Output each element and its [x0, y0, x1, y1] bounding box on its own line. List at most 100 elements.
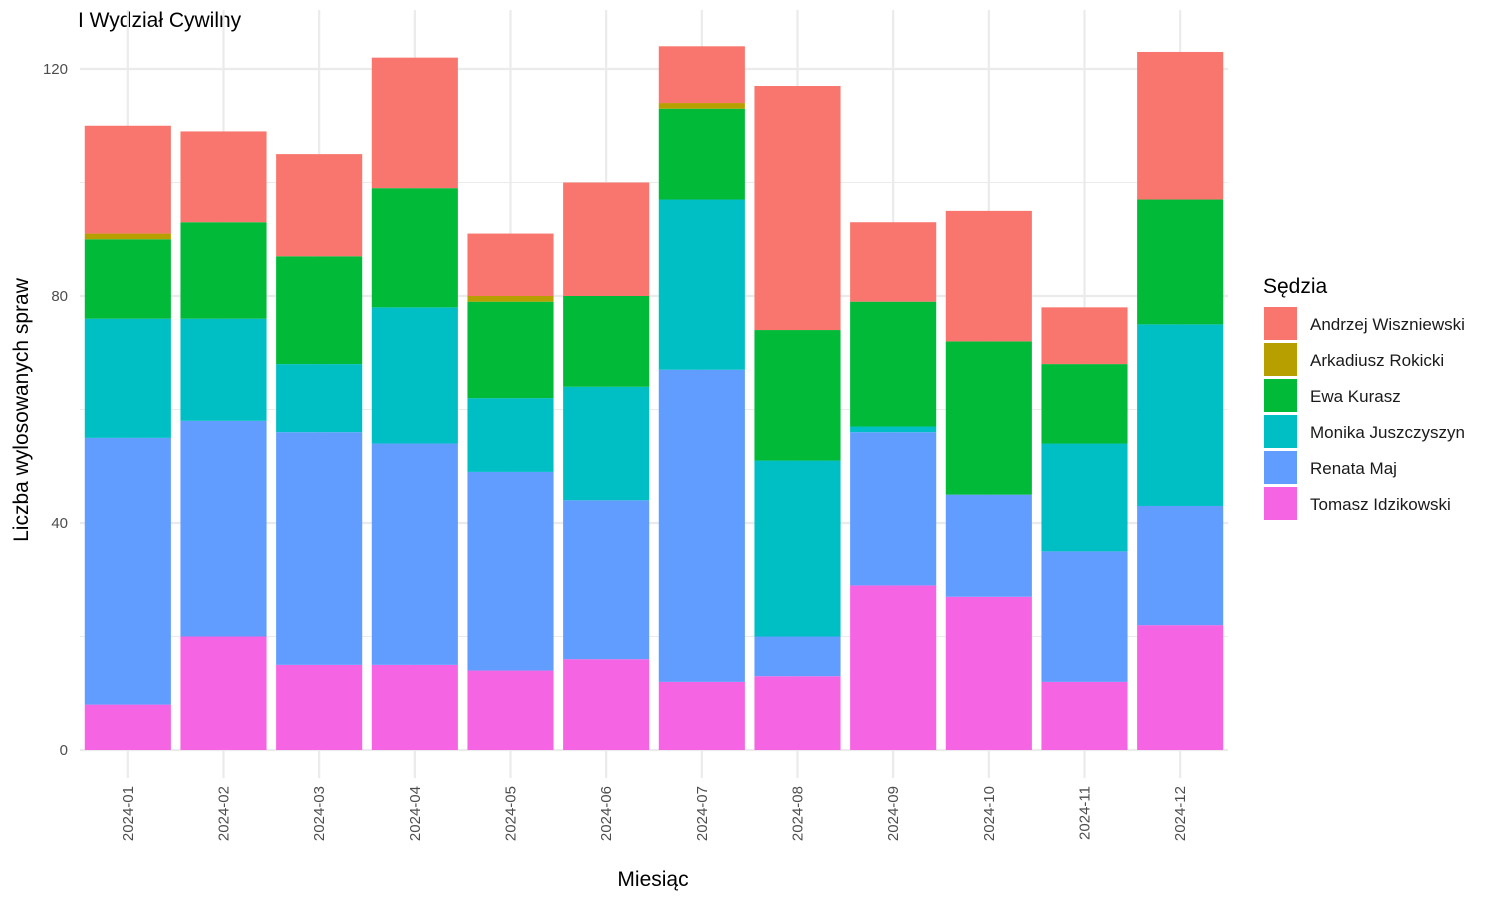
bar-stack-2024-04	[371, 57, 458, 750]
bar-renata-maj-2024-06	[563, 500, 650, 660]
bar-andrzej-wiszniewski-2024-01	[84, 125, 171, 234]
bar-andrzej-wiszniewski-2024-07	[658, 46, 745, 104]
bar-stack-2024-03	[276, 154, 363, 750]
x-axis-ticks: 2024-01 2024-02 2024-03 2024-04 2024-05 2024-…	[120, 786, 1189, 841]
bar-tomasz-idzikowski-2024-09	[850, 585, 937, 750]
x-tick-label: 2024-04	[407, 786, 424, 841]
bar-andrzej-wiszniewski-2024-05	[467, 233, 554, 296]
bar-renata-maj-2024-04	[371, 443, 458, 665]
bar-monika-juszczyszyn-2024-05	[467, 398, 554, 472]
legend-key-arkadiusz-rokicki	[1264, 343, 1297, 376]
bar-ewa-kurasz-2024-06	[563, 296, 650, 387]
bar-stack-2024-06	[563, 182, 650, 750]
legend-key-renata-maj	[1264, 451, 1297, 484]
x-tick-label: 2024-05	[503, 786, 520, 841]
chart-title: I Wydział Cywilny	[78, 9, 242, 32]
bar-monika-juszczyszyn-2024-08	[754, 460, 841, 637]
bar-arkadiusz-rokicki-2024-01	[84, 233, 171, 240]
legend-key-tomasz-idzikowski	[1264, 487, 1297, 520]
bar-renata-maj-2024-09	[850, 432, 937, 586]
bar-monika-juszczyszyn-2024-06	[563, 386, 650, 501]
legend-label-renata-maj: Renata Maj	[1310, 459, 1397, 478]
legend: Andrzej Wiszniewski Arkadiusz Rokicki Ewa …	[1264, 307, 1465, 520]
bar-andrzej-wiszniewski-2024-04	[371, 57, 458, 189]
bar-tomasz-idzikowski-2024-01	[84, 704, 171, 750]
bar-ewa-kurasz-2024-11	[1041, 364, 1128, 444]
bar-ewa-kurasz-2024-12	[1137, 199, 1224, 325]
bar-ewa-kurasz-2024-04	[371, 188, 458, 308]
y-tick-label: 80	[51, 288, 68, 305]
bar-ewa-kurasz-2024-08	[754, 330, 841, 461]
legend-label-arkadiusz-rokicki: Arkadiusz Rokicki	[1310, 351, 1444, 370]
bar-ewa-kurasz-2024-03	[276, 256, 363, 365]
bar-ewa-kurasz-2024-09	[850, 301, 937, 427]
legend-label-monika-juszczyszyn: Monika Juszczyszyn	[1310, 423, 1465, 442]
legend-key-monika-juszczyszyn	[1264, 415, 1297, 448]
bar-renata-maj-2024-12	[1137, 505, 1224, 626]
x-tick-label: 2024-06	[598, 786, 615, 841]
legend-label-andrzej-wiszniewski: Andrzej Wiszniewski	[1310, 315, 1465, 334]
bar-renata-maj-2024-05	[467, 471, 554, 671]
bar-arkadiusz-rokicki-2024-05	[467, 296, 554, 302]
x-tick-label: 2024-09	[885, 786, 902, 841]
bar-ewa-kurasz-2024-07	[658, 108, 745, 200]
bar-stack-2024-07	[658, 46, 745, 750]
bar-monika-juszczyszyn-2024-03	[276, 364, 363, 433]
bar-stack-2024-09	[850, 222, 937, 750]
y-axis-title: Liczba wylosowanych spraw	[10, 277, 33, 542]
legend-key-andrzej-wiszniewski	[1264, 307, 1297, 340]
bar-monika-juszczyszyn-2024-04	[371, 307, 458, 444]
bar-monika-juszczyszyn-2024-07	[658, 199, 745, 370]
bar-andrzej-wiszniewski-2024-08	[754, 86, 841, 331]
x-axis-title: Miesiąc	[617, 868, 688, 891]
bar-andrzej-wiszniewski-2024-06	[563, 182, 650, 296]
bars	[84, 46, 1224, 750]
bar-renata-maj-2024-03	[276, 432, 363, 665]
bar-tomasz-idzikowski-2024-06	[563, 659, 650, 750]
x-tick-label: 2024-08	[790, 786, 807, 841]
bar-andrzej-wiszniewski-2024-02	[180, 131, 267, 223]
bar-stack-2024-02	[180, 131, 267, 750]
bar-monika-juszczyszyn-2024-12	[1137, 324, 1224, 506]
bar-ewa-kurasz-2024-05	[467, 301, 554, 399]
legend-key-ewa-kurasz	[1264, 379, 1297, 412]
bar-renata-maj-2024-02	[180, 420, 267, 637]
x-tick-label: 2024-07	[694, 786, 711, 841]
bar-tomasz-idzikowski-2024-07	[658, 681, 745, 750]
legend-label-tomasz-idzikowski: Tomasz Idzikowski	[1310, 495, 1451, 514]
y-axis-ticks: 0 40 80 120	[43, 61, 68, 759]
bar-renata-maj-2024-10	[945, 494, 1032, 597]
bar-monika-juszczyszyn-2024-01	[84, 318, 171, 438]
bar-renata-maj-2024-07	[658, 369, 745, 682]
bar-tomasz-idzikowski-2024-04	[371, 664, 458, 750]
bar-ewa-kurasz-2024-02	[180, 222, 267, 319]
x-tick-label: 2024-11	[1077, 786, 1094, 840]
bar-ewa-kurasz-2024-01	[84, 239, 171, 319]
x-tick-label: 2024-01	[120, 786, 137, 841]
bar-renata-maj-2024-08	[754, 636, 841, 677]
bar-tomasz-idzikowski-2024-10	[945, 596, 1032, 750]
bar-tomasz-idzikowski-2024-05	[467, 670, 554, 750]
bar-stack-2024-10	[945, 210, 1032, 750]
bar-tomasz-idzikowski-2024-02	[180, 636, 267, 750]
y-tick-label: 40	[51, 515, 68, 532]
bar-andrzej-wiszniewski-2024-11	[1041, 307, 1128, 365]
y-tick-label: 120	[43, 61, 68, 78]
x-tick-label: 2024-12	[1172, 786, 1189, 841]
bar-andrzej-wiszniewski-2024-12	[1137, 51, 1224, 200]
bar-monika-juszczyszyn-2024-02	[180, 318, 267, 421]
bar-tomasz-idzikowski-2024-08	[754, 676, 841, 750]
bar-andrzej-wiszniewski-2024-09	[850, 222, 937, 302]
bar-stack-2024-01	[84, 125, 171, 750]
x-tick-label: 2024-10	[981, 786, 998, 841]
bar-tomasz-idzikowski-2024-12	[1137, 625, 1224, 750]
bar-monika-juszczyszyn-2024-11	[1041, 443, 1128, 552]
bar-stack-2024-12	[1137, 51, 1224, 750]
bar-arkadiusz-rokicki-2024-07	[658, 103, 745, 109]
bar-tomasz-idzikowski-2024-03	[276, 664, 363, 750]
bar-andrzej-wiszniewski-2024-03	[276, 154, 363, 257]
x-tick-label: 2024-02	[216, 786, 233, 841]
bar-stack-2024-08	[754, 86, 841, 750]
bar-ewa-kurasz-2024-10	[945, 341, 1032, 495]
